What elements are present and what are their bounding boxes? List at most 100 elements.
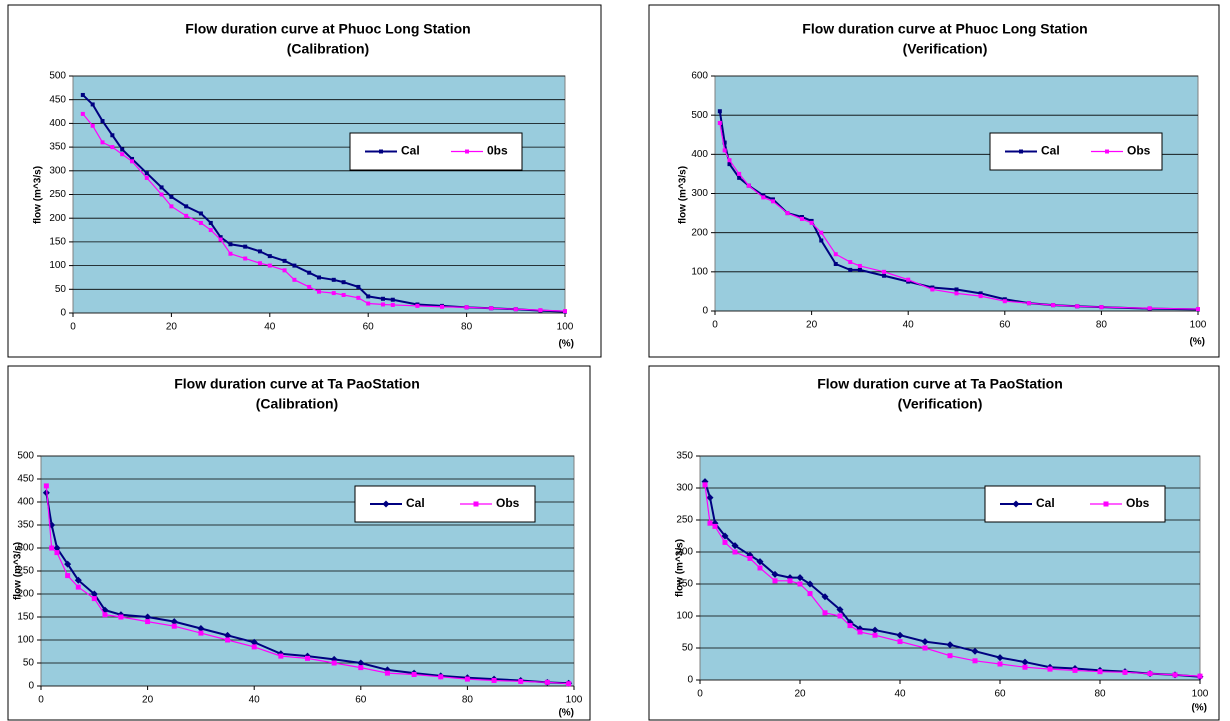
- marker: [930, 287, 935, 292]
- x-tick-label: 40: [894, 689, 906, 700]
- y-tick-label: 100: [17, 635, 34, 646]
- marker: [518, 678, 524, 684]
- marker: [110, 145, 115, 150]
- marker: [717, 109, 722, 114]
- marker: [538, 308, 543, 313]
- y-axis-label: flow (m^3/s): [33, 166, 44, 224]
- marker: [317, 289, 321, 294]
- marker: [770, 199, 775, 204]
- chart-title: Flow duration curve at Phuoc Long Statio…: [802, 21, 1087, 37]
- marker: [464, 676, 470, 682]
- marker: [707, 520, 713, 526]
- y-tick-label: 0: [60, 308, 66, 319]
- x-tick-label: 20: [142, 695, 154, 706]
- y-tick-label: 300: [676, 483, 693, 494]
- x-tick-label: 100: [566, 695, 583, 706]
- marker: [996, 654, 1004, 662]
- x-tick-label: 100: [1192, 689, 1209, 700]
- marker: [357, 659, 365, 667]
- marker: [737, 175, 742, 180]
- marker: [356, 295, 361, 300]
- marker: [278, 653, 284, 659]
- marker: [366, 294, 371, 299]
- y-tick-label: 350: [49, 142, 66, 153]
- marker: [90, 123, 95, 128]
- marker: [857, 267, 862, 272]
- marker: [224, 631, 232, 639]
- marker: [102, 612, 108, 618]
- y-tick-label: 50: [682, 643, 694, 654]
- chart-subtitle: (Calibration): [256, 396, 338, 412]
- marker: [218, 237, 223, 242]
- y-tick-label: 400: [49, 118, 66, 129]
- legend-marker: [379, 149, 383, 154]
- legend-label: Obs: [1127, 144, 1151, 158]
- y-axis-label: flow (m^3/s): [675, 539, 686, 597]
- marker: [184, 204, 189, 209]
- marker: [731, 542, 739, 550]
- y-tick-label: 350: [17, 520, 34, 531]
- x-tick-label: 80: [461, 322, 473, 333]
- marker: [747, 555, 753, 561]
- marker: [721, 532, 729, 540]
- marker: [1026, 301, 1031, 306]
- marker: [563, 309, 567, 314]
- y-tick-label: 500: [49, 71, 66, 82]
- marker: [821, 593, 829, 601]
- legend-marker: [1019, 149, 1023, 154]
- marker: [796, 574, 804, 582]
- marker: [819, 230, 824, 235]
- marker: [225, 637, 231, 643]
- y-tick-label: 450: [49, 94, 66, 105]
- marker: [208, 228, 213, 233]
- y-tick-label: 200: [676, 547, 693, 558]
- marker: [144, 171, 149, 176]
- legend-marker: [1012, 500, 1020, 508]
- marker: [53, 544, 61, 552]
- y-tick-label: 200: [17, 589, 34, 600]
- marker: [772, 578, 778, 584]
- legend-marker: [1105, 149, 1109, 154]
- marker: [727, 158, 732, 163]
- marker: [307, 270, 312, 275]
- y-tick-label: 200: [49, 213, 66, 224]
- y-tick-label: 350: [676, 451, 693, 462]
- marker: [1075, 304, 1080, 309]
- marker: [857, 263, 862, 268]
- marker: [1051, 303, 1056, 308]
- marker: [757, 565, 763, 571]
- marker: [267, 254, 272, 259]
- marker: [159, 185, 164, 190]
- legend-label: Cal: [406, 496, 425, 510]
- marker: [169, 194, 174, 199]
- marker: [159, 192, 164, 197]
- y-tick-label: 400: [691, 149, 708, 160]
- marker: [797, 581, 803, 587]
- marker: [100, 119, 105, 124]
- marker: [90, 102, 95, 107]
- marker: [170, 618, 178, 626]
- y-tick-label: 300: [691, 188, 708, 199]
- marker: [438, 674, 444, 680]
- x-tick-label: 0: [712, 320, 718, 331]
- marker: [358, 665, 364, 671]
- marker: [727, 162, 732, 167]
- marker: [822, 610, 828, 616]
- marker: [366, 301, 371, 306]
- marker: [267, 263, 272, 268]
- marker: [292, 263, 297, 268]
- marker: [761, 195, 766, 200]
- x-tick-label: 60: [994, 689, 1006, 700]
- marker: [712, 523, 718, 529]
- y-tick-label: 100: [676, 611, 693, 622]
- marker: [954, 291, 959, 296]
- x-tick-label: 20: [806, 320, 818, 331]
- x-tick-label: 20: [794, 689, 806, 700]
- x-axis-label: (%): [1189, 337, 1205, 348]
- y-tick-label: 250: [17, 566, 34, 577]
- marker: [243, 244, 248, 249]
- marker: [897, 639, 903, 645]
- legend-label: Obs: [1126, 496, 1150, 510]
- marker: [307, 284, 312, 289]
- marker: [787, 578, 793, 584]
